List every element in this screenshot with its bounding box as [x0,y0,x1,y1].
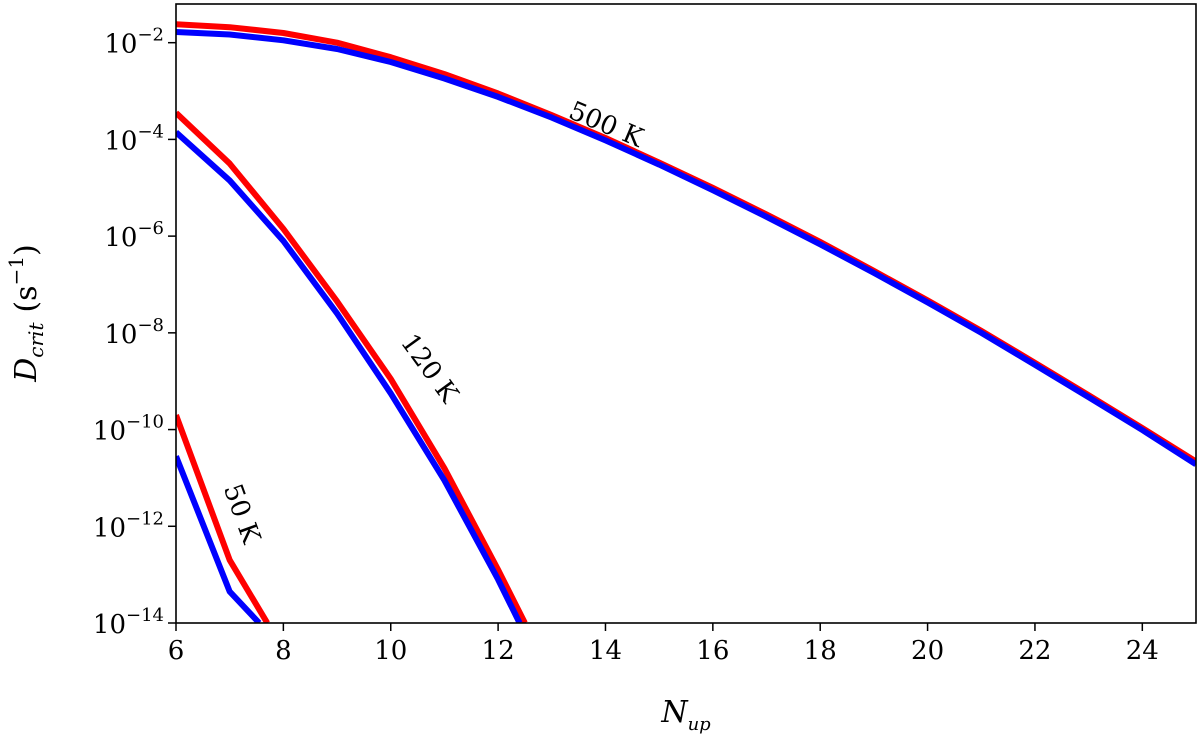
x-tick-label: 6 [168,636,185,666]
series-line-3 [176,110,528,623]
y-tick-label: 10−12 [93,508,164,543]
series-line-6 [176,455,262,623]
x-tick-label: 20 [911,636,944,666]
x-tick-label: 8 [275,636,292,666]
y-tick-label: 10−8 [104,315,164,350]
y-axis-label: Dcrit(s−1) [4,244,48,383]
x-tick-label: 22 [1018,636,1051,666]
series-line-5 [176,414,270,623]
plot-frame [175,3,1197,624]
y-tick-label: 10−6 [104,218,164,253]
plot-lines [176,21,1196,623]
series-line-1 [176,21,1196,465]
series-line-4 [176,129,523,623]
series-line-2 [176,29,1196,467]
curve-label-1: 500 K [564,96,647,154]
x-axis-label: Nup [660,695,711,735]
x-axis: 6 8 10 12 14 16 18 20 22 24 [168,623,1159,666]
x-tick-label: 16 [696,636,729,666]
x-tick-label: 14 [589,636,622,666]
x-tick-label: 18 [804,636,837,666]
y-axis: 10−2 10−4 10−6 10−8 10−10 10−12 10−14 [93,25,176,640]
x-tick-label: 24 [1126,636,1159,666]
x-tick-label: 12 [482,636,515,666]
y-tick-label: 10−10 [93,412,164,447]
x-tick-label: 10 [374,636,407,666]
y-tick-label: 10−4 [104,121,164,156]
y-tick-label: 10−14 [93,605,164,640]
y-tick-label: 10−2 [104,25,164,60]
